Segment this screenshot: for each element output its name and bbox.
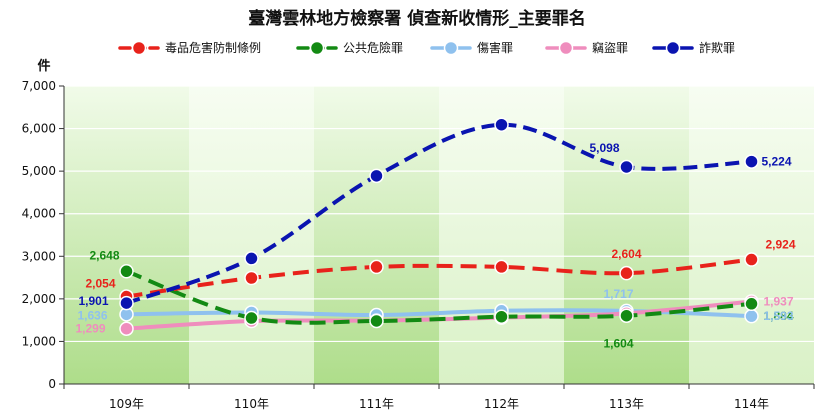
data-label: 1,636	[77, 308, 107, 322]
x-tick-label: 113年	[609, 397, 644, 411]
legend-swatch-marker	[558, 40, 574, 56]
data-label: 1,884	[764, 309, 794, 323]
data-point	[494, 117, 509, 132]
series-line	[126, 257, 752, 299]
legend-swatch-marker	[665, 40, 681, 56]
data-point	[744, 154, 759, 169]
data-point	[494, 309, 509, 324]
data-label: 2,054	[85, 277, 115, 291]
data-point	[119, 295, 134, 311]
legend-label: 毒品危害防制條例	[165, 40, 261, 55]
x-tick-label: 111年	[359, 397, 394, 411]
data-label: 5,098	[589, 141, 619, 155]
series-line	[125, 122, 752, 305]
legend-item: 詐欺罪	[652, 40, 735, 56]
legend-label: 竊盜罪	[592, 40, 628, 55]
y-tick-label: 7,000	[22, 79, 56, 93]
data-point	[744, 308, 759, 324]
legend-label: 公共危險罪	[343, 40, 403, 55]
data-label: 2,924	[766, 238, 796, 252]
plot-band	[564, 86, 689, 384]
chart-title: 臺灣雲林地方檢察署 偵查新收情形_主要罪名	[248, 8, 585, 29]
x-tick-label: 114年	[734, 397, 769, 411]
legend-item: 毒品危害防制條例	[118, 40, 261, 56]
data-point	[369, 313, 384, 329]
legend-item: 公共危險罪	[296, 40, 403, 56]
data-point	[119, 264, 134, 279]
plot-band	[689, 86, 814, 384]
data-point	[119, 321, 134, 336]
data-label: 1,717	[603, 287, 633, 301]
data-label: 5,224	[762, 155, 792, 169]
legend-item: 竊盜罪	[545, 40, 628, 56]
data-label: 1,593	[764, 309, 794, 323]
data-point	[744, 252, 759, 267]
data-label: 1,299	[75, 322, 105, 336]
y-tick-label: 4,000	[22, 207, 56, 221]
data-point	[369, 168, 384, 184]
series-line	[125, 269, 752, 325]
legend-label: 傷害罪	[477, 40, 513, 55]
y-tick-label: 3,000	[22, 249, 56, 263]
x-tick-label: 109年	[109, 397, 144, 411]
data-point	[619, 159, 634, 175]
data-point	[494, 259, 509, 275]
plot-band	[314, 86, 439, 384]
data-point	[744, 296, 759, 312]
data-label: 2,648	[89, 248, 119, 262]
data-label: 1,901	[78, 294, 108, 308]
legend-label: 詐欺罪	[699, 40, 735, 55]
y-tick-label: 2,000	[22, 292, 56, 306]
legend-swatch-marker	[443, 40, 459, 56]
data-label: 1,604	[603, 337, 633, 351]
data-point	[244, 251, 259, 266]
plot-band	[189, 86, 314, 384]
data-point	[369, 259, 384, 275]
data-label: 2,604	[611, 247, 641, 261]
data-point	[619, 308, 634, 323]
data-point	[244, 310, 259, 326]
data-point	[619, 265, 634, 281]
y-tick-label: 0	[48, 377, 56, 391]
y-tick-label: 1,000	[22, 334, 56, 348]
x-tick-label: 112年	[484, 397, 519, 411]
data-point	[244, 270, 259, 286]
legend-item: 傷害罪	[430, 40, 513, 56]
data-label: 1,937	[764, 295, 794, 309]
legend-swatch-marker	[131, 40, 147, 56]
plot-band	[64, 86, 189, 384]
y-tick-label: 6,000	[22, 122, 56, 136]
legend-swatch-marker	[309, 40, 325, 56]
y-tick-label: 5,000	[22, 164, 56, 178]
x-tick-label: 110年	[234, 397, 269, 411]
y-axis-unit-label: 件	[37, 58, 50, 74]
